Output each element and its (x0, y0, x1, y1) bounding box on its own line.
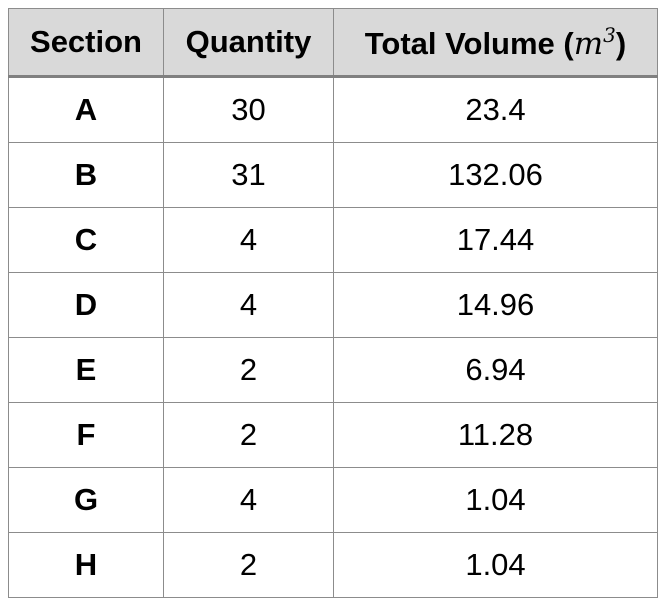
section-cell: B (8, 142, 164, 208)
volume-table: Section Quantity Total Volume (m3) A 30 … (8, 8, 658, 598)
section-cell: D (8, 272, 164, 338)
section-cell: C (8, 207, 164, 273)
header-row: Section Quantity Total Volume (m3) (8, 8, 658, 78)
table-row: A 30 23.4 (8, 76, 658, 143)
header-total-volume: Total Volume (m3) (333, 8, 658, 78)
header-quantity: Quantity (163, 8, 334, 78)
table-row: C 4 17.44 (8, 207, 658, 273)
quantity-cell: 4 (163, 467, 334, 533)
header-section: Section (8, 8, 164, 78)
table-row: E 2 6.94 (8, 337, 658, 403)
table-header: Section Quantity Total Volume (m3) (8, 8, 658, 78)
section-cell: E (8, 337, 164, 403)
quantity-cell: 2 (163, 337, 334, 403)
quantity-cell: 31 (163, 142, 334, 208)
table-body: A 30 23.4 B 31 132.06 C 4 17.44 D 4 14.9… (8, 76, 658, 598)
volume-cell: 14.96 (333, 272, 658, 338)
volume-cell: 23.4 (333, 76, 658, 143)
section-cell: H (8, 532, 164, 598)
quantity-cell: 2 (163, 532, 334, 598)
header-volume-unit: m (573, 25, 604, 62)
header-volume-label: Total Volume (364, 25, 555, 61)
quantity-cell: 4 (163, 207, 334, 273)
quantity-cell: 30 (163, 76, 334, 143)
volume-cell: 6.94 (333, 337, 658, 403)
header-volume-exponent: 3 (603, 22, 616, 47)
table-row: G 4 1.04 (8, 467, 658, 533)
table-row: B 31 132.06 (8, 142, 658, 208)
header-volume-close-paren: ) (615, 25, 627, 61)
quantity-cell: 2 (163, 402, 334, 468)
volume-cell: 1.04 (333, 532, 658, 598)
quantity-cell: 4 (163, 272, 334, 338)
volume-cell: 1.04 (333, 467, 658, 533)
section-cell: F (8, 402, 164, 468)
table-row: D 4 14.96 (8, 272, 658, 338)
table-row: H 2 1.04 (8, 532, 658, 598)
header-volume-open-paren: ( (563, 25, 574, 61)
volume-cell: 132.06 (333, 142, 658, 208)
volume-cell: 17.44 (333, 207, 658, 273)
section-cell: A (8, 76, 164, 143)
volume-cell: 11.28 (333, 402, 658, 468)
section-cell: G (8, 467, 164, 533)
table-row: F 2 11.28 (8, 402, 658, 468)
